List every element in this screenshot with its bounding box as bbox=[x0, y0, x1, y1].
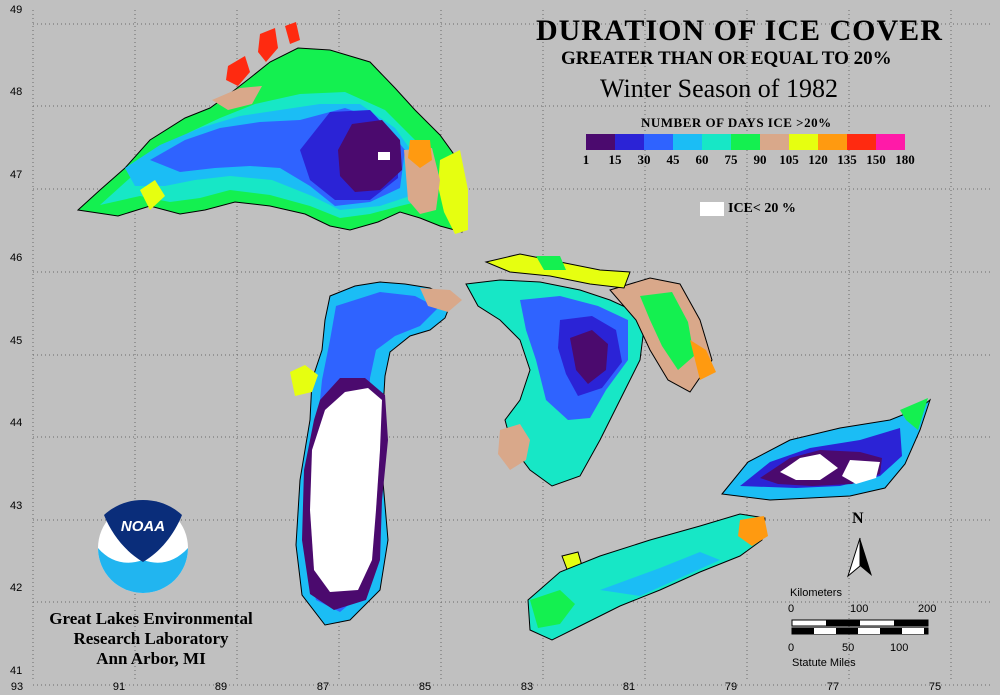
legend-swatch bbox=[847, 134, 876, 150]
scale-mi-tick-1: 50 bbox=[842, 642, 855, 654]
lake-superior bbox=[76, 22, 468, 234]
noaa-logo-text: NOAA bbox=[121, 518, 165, 535]
legend-swatch bbox=[876, 134, 905, 150]
latitude-label: 46 bbox=[10, 252, 23, 264]
latitude-label: 49 bbox=[10, 4, 23, 16]
scale-mi-tick-0: 0 bbox=[788, 642, 795, 654]
latitude-label: 41 bbox=[10, 665, 23, 677]
legend-tick-label: 45 bbox=[666, 152, 680, 167]
legend-tick-label: 75 bbox=[724, 152, 738, 167]
legend-tick-label: 105 bbox=[779, 152, 799, 167]
longitude-label: 89 bbox=[214, 681, 228, 693]
scale-km-tick-2: 200 bbox=[918, 603, 937, 615]
scale-mi-tick-2: 100 bbox=[890, 642, 909, 654]
legend-swatch bbox=[760, 134, 789, 150]
legend-swatch bbox=[586, 134, 615, 150]
legend-tick-label: 180 bbox=[895, 152, 915, 167]
ice-below-threshold-swatch bbox=[700, 202, 724, 216]
legend-swatch bbox=[789, 134, 818, 150]
longitude-label: 79 bbox=[724, 681, 738, 693]
ice-below-threshold-label: ICE< 20 % bbox=[728, 201, 796, 216]
legend-swatch bbox=[615, 134, 644, 150]
lake-michigan bbox=[290, 281, 462, 626]
latitude-label: 47 bbox=[10, 169, 23, 181]
scale-km-tick-1: 100 bbox=[850, 603, 869, 615]
longitude-label: 83 bbox=[520, 681, 534, 693]
longitude-label: 85 bbox=[418, 681, 432, 693]
longitude-label: 75 bbox=[928, 681, 942, 693]
season-label: Winter Season of 1982 bbox=[600, 74, 838, 103]
legend-tick-label: 120 bbox=[808, 152, 828, 167]
lake-erie bbox=[527, 513, 768, 641]
legend-tick-label: 15 bbox=[608, 152, 622, 167]
legend-swatch bbox=[673, 134, 702, 150]
legend-swatch bbox=[702, 134, 731, 150]
scale-km-label: Kilometers bbox=[790, 587, 842, 599]
legend-tick-label: 90 bbox=[753, 152, 767, 167]
latitude-label: 43 bbox=[10, 500, 23, 512]
legend-tick-label: 1 bbox=[582, 152, 590, 167]
lat-lon-grid bbox=[32, 10, 990, 686]
credit-line-1: Great Lakes Environmental bbox=[49, 609, 253, 628]
credit-line-2: Research Laboratory bbox=[73, 629, 229, 648]
map-title: DURATION OF ICE COVER bbox=[536, 14, 943, 47]
longitude-label: 93 bbox=[10, 681, 24, 693]
scale-km-tick-0: 0 bbox=[788, 603, 795, 615]
lake-ontario bbox=[721, 398, 932, 501]
legend-swatch bbox=[644, 134, 673, 150]
latitude-label: 44 bbox=[10, 417, 23, 429]
north-arrow bbox=[847, 537, 872, 578]
longitude-label: 87 bbox=[316, 681, 330, 693]
legend-tick-label: 135 bbox=[837, 152, 857, 167]
north-label: N bbox=[852, 510, 864, 527]
longitude-label: 77 bbox=[826, 681, 840, 693]
latitude-label: 48 bbox=[10, 86, 23, 98]
legend-tick-label: 30 bbox=[637, 152, 651, 167]
credit-line-3: Ann Arbor, MI bbox=[96, 649, 206, 668]
latitude-label: 45 bbox=[10, 335, 23, 347]
legend-swatch bbox=[818, 134, 847, 150]
legend-title: NUMBER OF DAYS ICE >20% bbox=[641, 115, 832, 130]
legend-color-bar bbox=[586, 134, 905, 150]
legend-tick-labels: 1 15 30 45 60 75 90 105 120 135 150 180 bbox=[582, 152, 926, 168]
legend-swatch bbox=[731, 134, 760, 150]
latitude-label: 42 bbox=[10, 582, 23, 594]
legend-tick-label: 60 bbox=[695, 152, 709, 167]
lake-huron bbox=[465, 253, 716, 487]
scale-bar bbox=[791, 619, 929, 635]
legend-tick-label: 150 bbox=[866, 152, 886, 167]
map-subtitle: GREATER THAN OR EQUAL TO 20% bbox=[561, 48, 892, 69]
longitude-label: 81 bbox=[622, 681, 636, 693]
scale-mi-label: Statute Miles bbox=[792, 657, 856, 669]
noaa-logo: NOAA bbox=[98, 500, 188, 593]
longitude-label: 91 bbox=[112, 681, 126, 693]
